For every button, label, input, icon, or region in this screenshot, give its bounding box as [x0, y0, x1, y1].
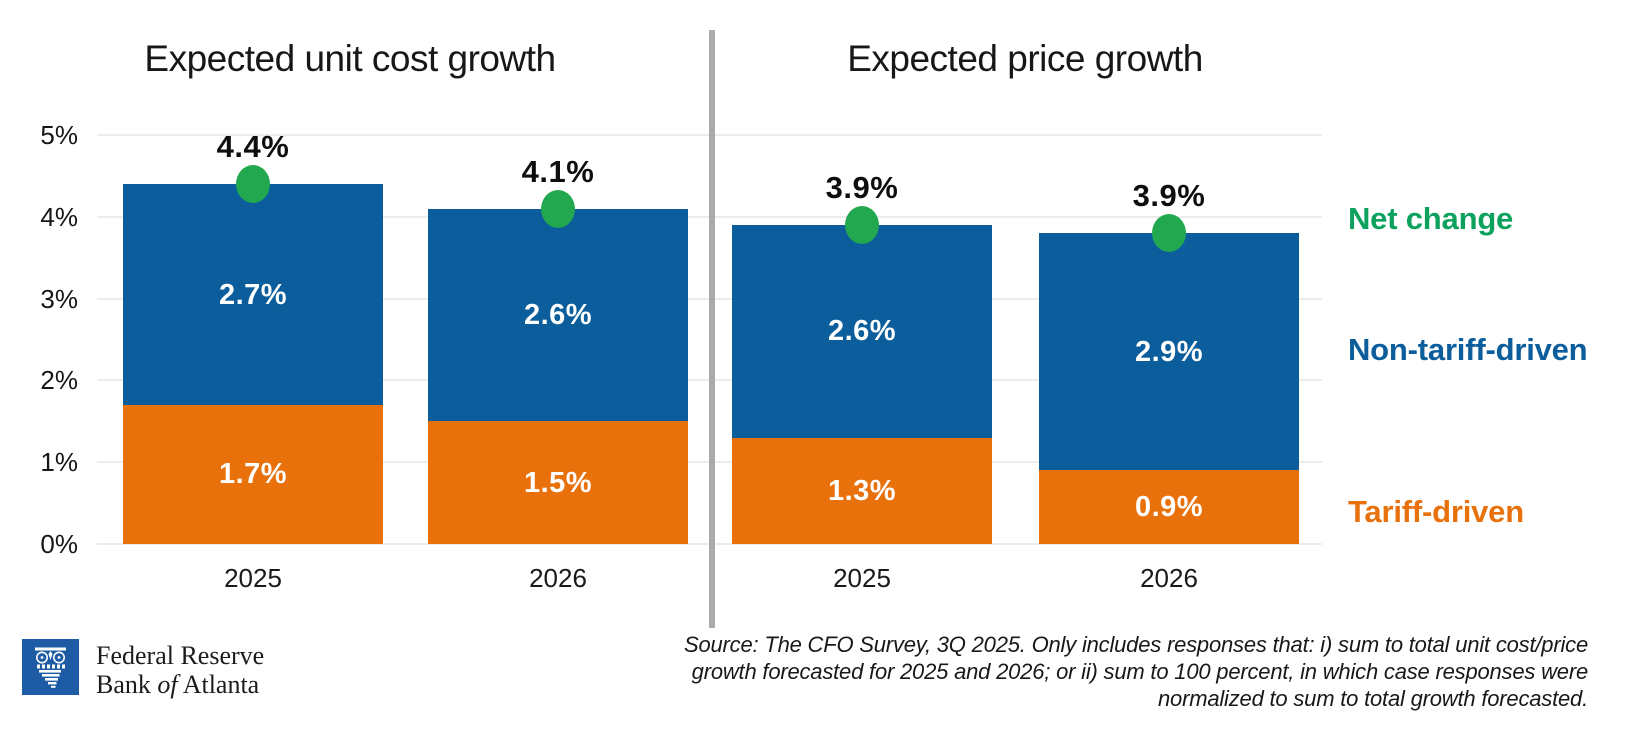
- tariff-value-label: 0.9%: [1134, 491, 1204, 524]
- tariff-value-label: 1.7%: [218, 458, 288, 491]
- right-panel-title: Expected price growth: [847, 38, 1203, 79]
- y-axis-tick-3%: 3%: [40, 283, 78, 314]
- bar-unit-cost-2025-non-tariff-segment: [123, 184, 383, 405]
- x-axis-label-unit-cost-2025: 2025: [224, 563, 282, 593]
- y-axis-tick-5%: 5%: [40, 120, 78, 150]
- net-change-dot-unit-cost-2026: [541, 189, 575, 228]
- y-axis-tick-4%: 4%: [40, 201, 78, 232]
- bar-price-2026-tariff-segment: [1039, 470, 1299, 544]
- y-axis-tick-1%: 1%: [40, 447, 78, 478]
- net-change-dot-unit-cost-2025: [236, 165, 270, 204]
- x-axis-label-unit-cost-2026: 2026: [529, 563, 587, 593]
- bar-unit-cost-2026-non-tariff-segment: [428, 208, 688, 422]
- column-capital-icon: [35, 647, 66, 688]
- net-change-value-label: 4.1%: [521, 153, 595, 189]
- bar-price-2025-tariff-segment: [732, 437, 992, 544]
- net-change-value-label: 3.9%: [825, 169, 899, 205]
- net-change-dot-price-2025: [845, 205, 879, 244]
- net-change-value-label: 3.9%: [1132, 178, 1206, 214]
- y-axis-tick-2%: 2%: [40, 365, 78, 396]
- panel-divider-line: [709, 30, 715, 628]
- bar-price-2026-non-tariff-segment: [1039, 233, 1299, 471]
- y-axis-tick-0%: 0%: [40, 529, 78, 559]
- wordmark-line1: Federal Reserve: [96, 641, 265, 670]
- x-axis-label-price-2026: 2026: [1140, 563, 1198, 593]
- tariff-value-label: 1.5%: [523, 466, 593, 499]
- non-tariff-value-label: 2.9%: [1134, 335, 1204, 368]
- bar-unit-cost-2026-tariff-segment: [428, 421, 688, 544]
- legend-non-tariff-driven: Non-tariff-driven: [1348, 332, 1588, 367]
- source-note: Source: The CFO Survey, 3Q 2025. Only in…: [598, 631, 1588, 712]
- source-note-line: Source: The CFO Survey, 3Q 2025. Only in…: [684, 632, 1588, 657]
- x-axis-label-price-2025: 2025: [833, 563, 891, 593]
- non-tariff-value-label: 2.7%: [218, 278, 288, 311]
- atlanta-fed-wordmark: Federal Reserve Bank of Atlanta: [96, 641, 265, 699]
- non-tariff-value-label: 2.6%: [827, 315, 897, 348]
- atlanta-fed-logo: [22, 639, 79, 695]
- non-tariff-value-label: 2.6%: [523, 298, 593, 331]
- left-panel-title: Expected unit cost growth: [144, 38, 556, 79]
- legend-net-change: Net change: [1348, 201, 1514, 236]
- source-note-line: growth forecasted for 2025 and 2026; or …: [691, 659, 1589, 684]
- net-change-value-label: 4.4%: [216, 129, 290, 165]
- tariff-value-label: 1.3%: [827, 474, 897, 507]
- legend-tariff-driven: Tariff-driven: [1348, 494, 1524, 529]
- source-note-line: normalized to sum to total growth foreca…: [1158, 686, 1588, 711]
- net-change-dot-price-2026: [1152, 214, 1186, 253]
- bar-price-2025-non-tariff-segment: [732, 224, 992, 438]
- bar-unit-cost-2025-tariff-segment: [123, 404, 383, 544]
